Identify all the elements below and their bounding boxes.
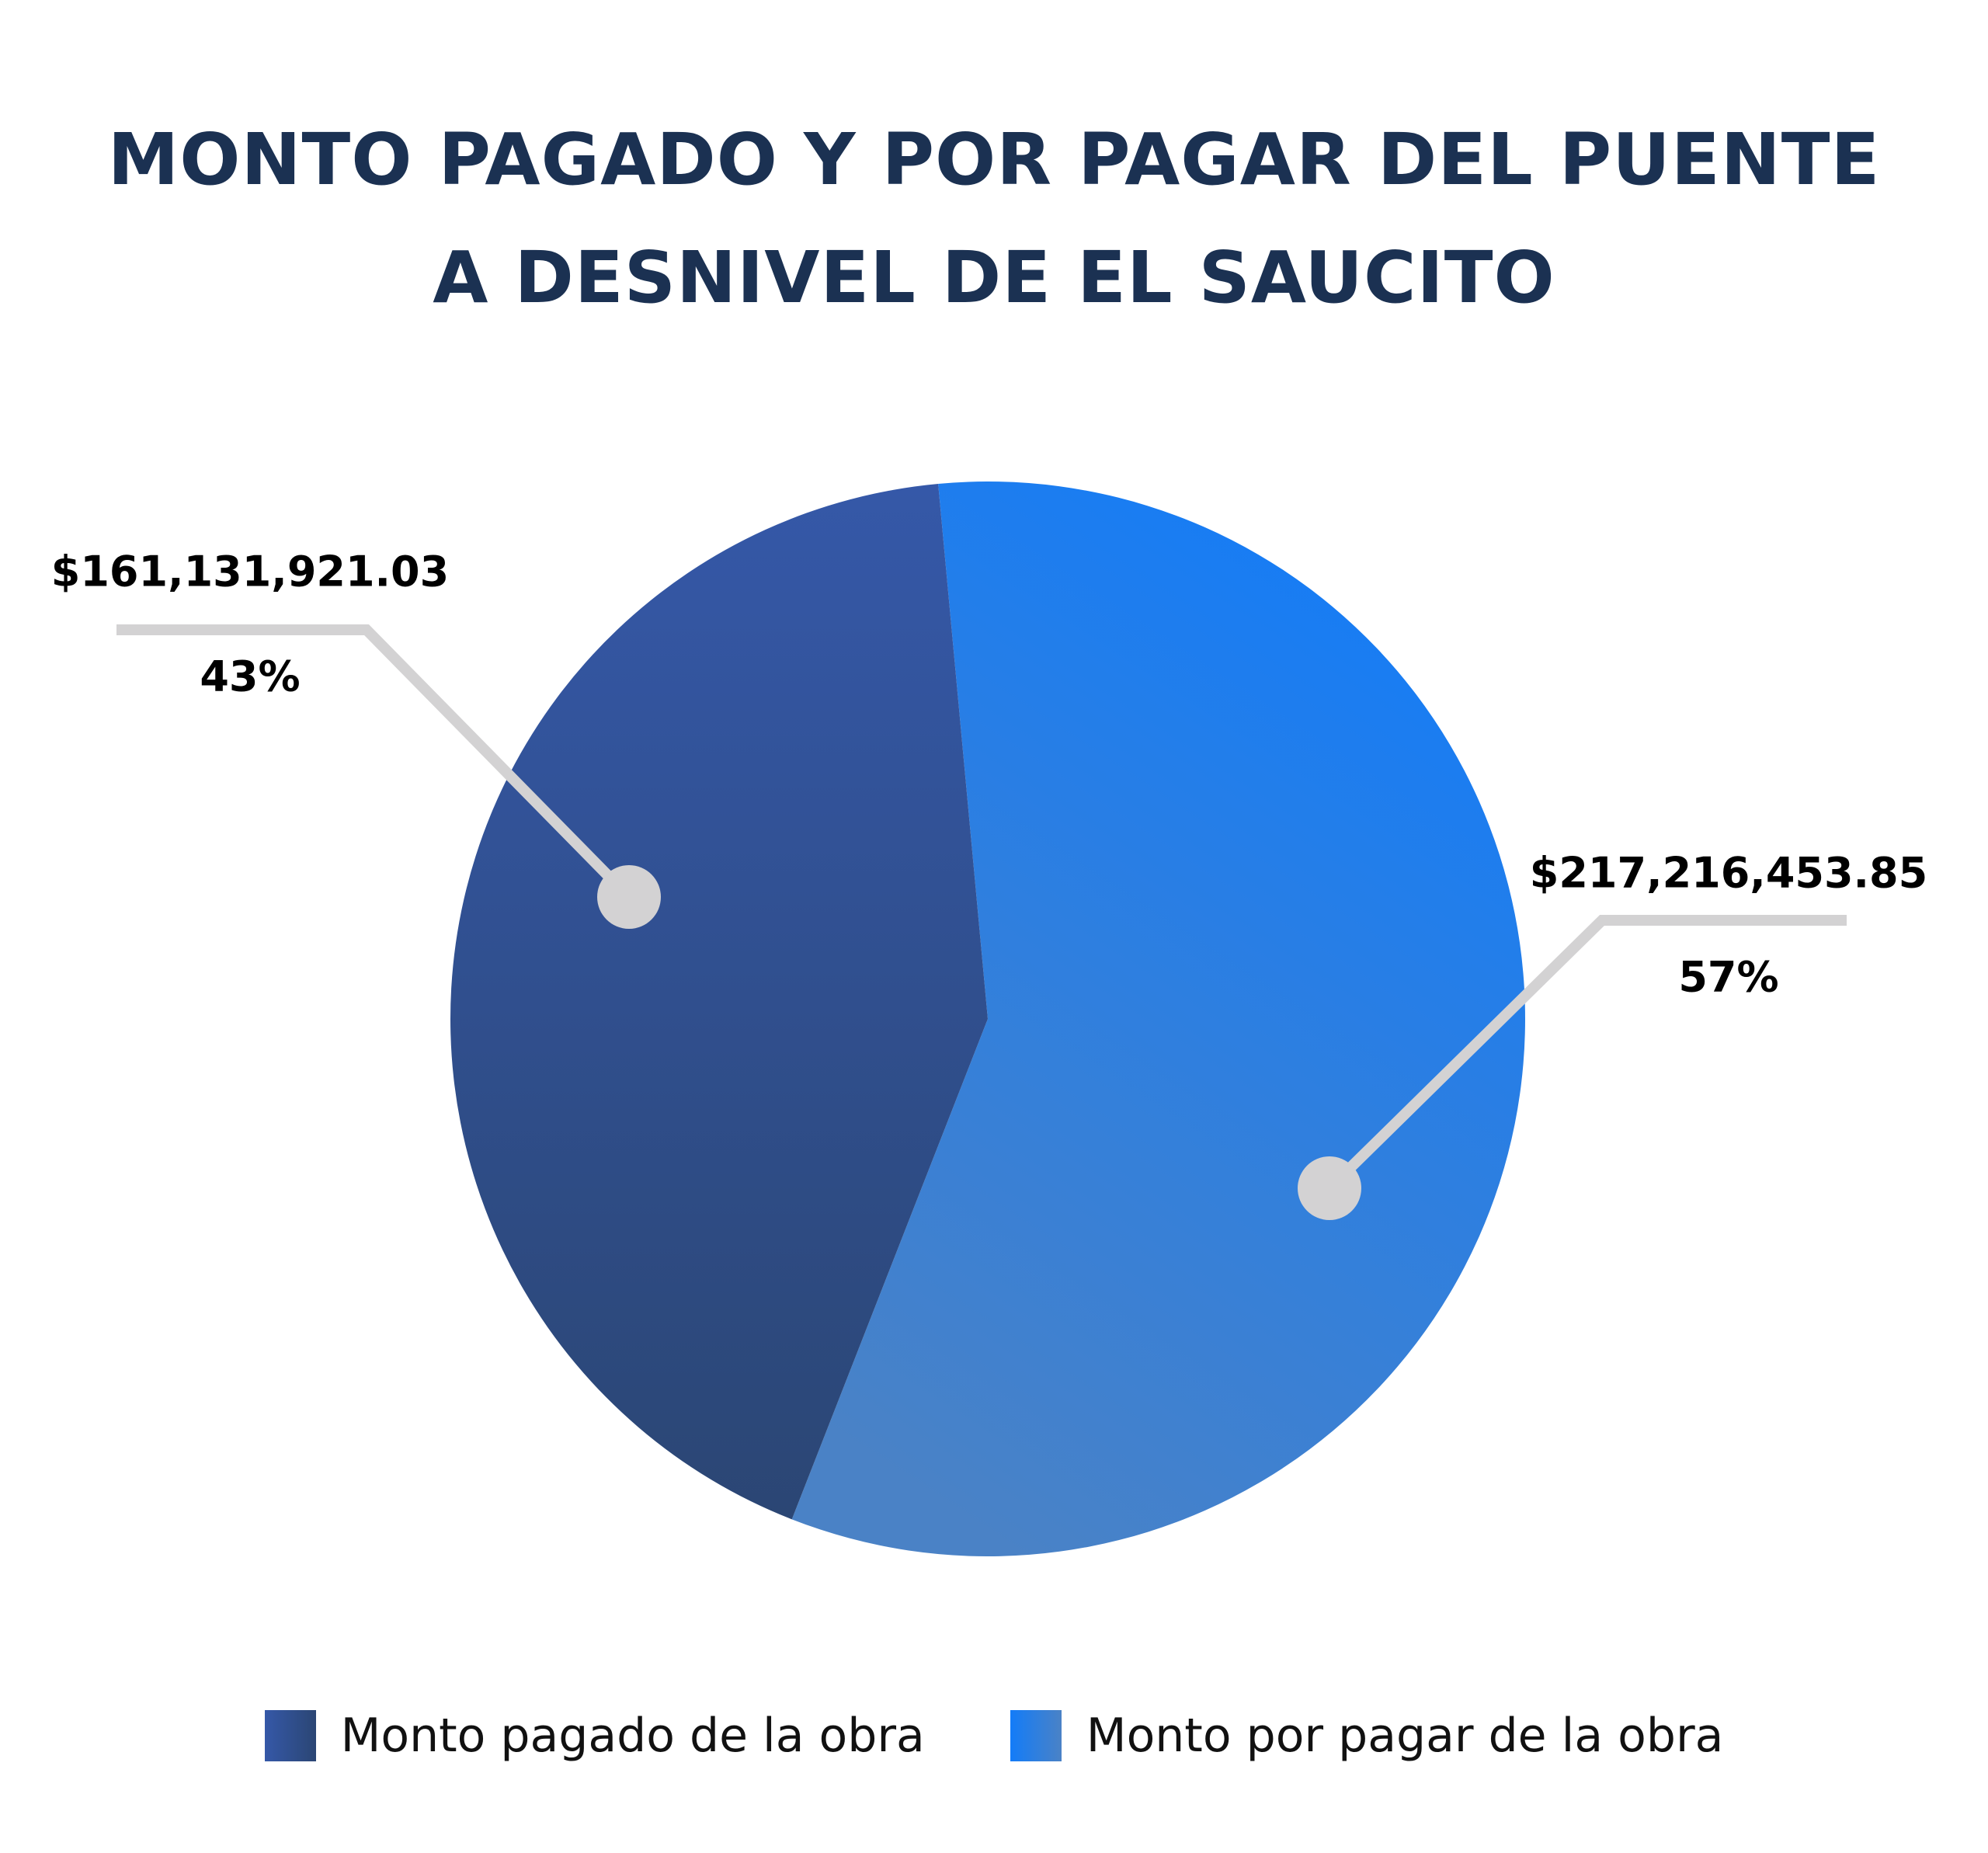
legend-swatch-pagado: [264, 1710, 316, 1761]
legend-swatch-fill: [1010, 1710, 1062, 1761]
pie-slices: [450, 482, 1525, 1556]
leader-line-por-pagar: [1326, 915, 1847, 1192]
pie-slice-pagado: [450, 483, 988, 1520]
legend-swatch-fill: [264, 1710, 316, 1761]
legend-label-pagado: Monto pagado de la obra: [340, 1709, 925, 1763]
chart-title: MONTO PAGADO Y POR PAGAR DEL PUENTE A DE…: [0, 101, 1988, 337]
legend-item-pagado: Monto pagado de la obra: [264, 1709, 925, 1763]
leader-line-pagado: [116, 624, 633, 901]
chart-title-line-1: MONTO PAGADO Y POR PAGAR DEL PUENTE: [107, 118, 1881, 201]
pie-slice-por-pagar: [791, 482, 1525, 1556]
chart-legend: Monto pagado de la obra Monto por pagar …: [0, 1709, 1988, 1763]
legend-label-por-pagar: Monto por pagar de la obra: [1086, 1709, 1724, 1763]
percent-label-por-pagar: 57%: [1678, 953, 1778, 1002]
leader-dot-por-pagar: [1298, 1156, 1361, 1220]
chart-title-line-2: A DESNIVEL DE EL SAUCITO: [433, 236, 1555, 319]
percent-label-pagado: 43%: [200, 652, 300, 701]
legend-item-por-pagar: Monto por pagar de la obra: [1010, 1709, 1724, 1763]
pie-callouts: $161,131,921.03 43% $217,216,453.85 57%: [51, 548, 1927, 1220]
legend-swatch-por-pagar: [1010, 1710, 1062, 1761]
value-label-por-pagar: $217,216,453.85: [1530, 849, 1927, 898]
leader-dot-pagado: [597, 865, 661, 929]
value-label-pagado: $161,131,921.03: [51, 548, 449, 596]
